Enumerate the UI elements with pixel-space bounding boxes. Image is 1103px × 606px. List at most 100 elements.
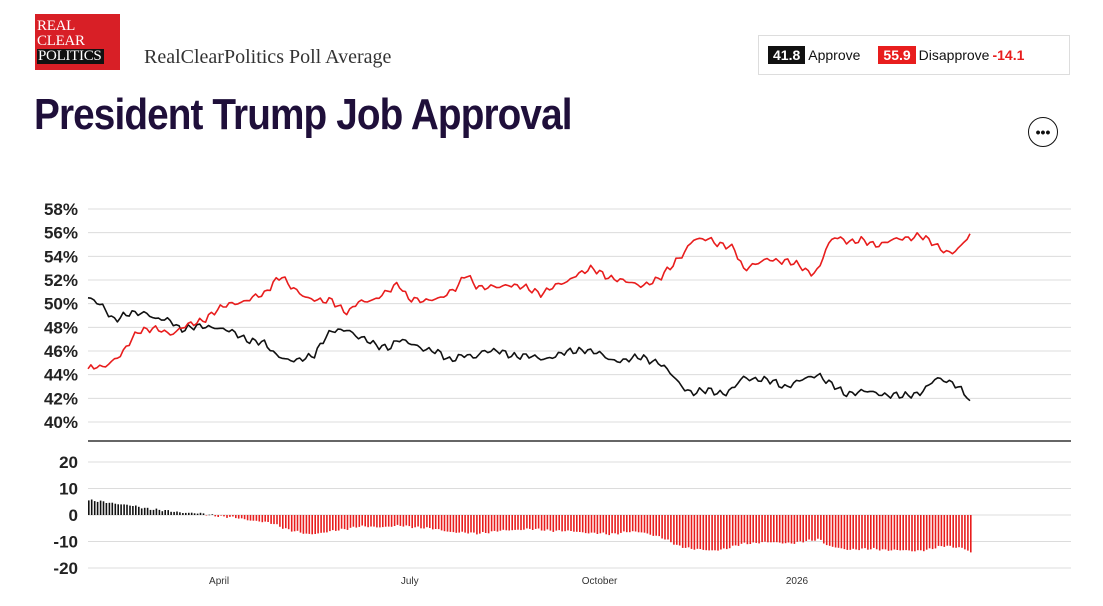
spread-bar <box>773 515 775 543</box>
spread-bar <box>311 515 313 535</box>
disapprove-value-badge: 55.9 <box>878 46 916 64</box>
spread-bar <box>237 515 240 519</box>
spread-bar <box>179 512 181 515</box>
spread-bar <box>270 515 272 524</box>
spread-bar <box>332 515 334 531</box>
spread-bar <box>643 515 646 533</box>
spread-bar <box>902 515 904 551</box>
spread-bar <box>964 515 966 550</box>
spread-bar <box>396 515 399 525</box>
logo-line-2: CLEAR <box>37 33 85 49</box>
spread-bar <box>920 515 922 551</box>
spread-bar <box>728 515 731 549</box>
spread-bar <box>805 515 807 541</box>
spread-bar <box>923 515 925 552</box>
spread-bar <box>108 502 111 515</box>
spread-bar <box>640 515 643 533</box>
y-tick-label-40: 40% <box>44 413 78 432</box>
y-tick-label-46: 46% <box>44 342 78 361</box>
spread-bar <box>811 515 813 541</box>
spread-bar <box>329 515 331 532</box>
spread-bar <box>176 511 178 515</box>
spread-bar <box>940 515 943 547</box>
spread-bar <box>285 515 287 529</box>
spread-bar <box>158 509 161 515</box>
spread-bar <box>387 515 390 527</box>
spread-bar <box>102 501 105 515</box>
approve-value-badge: 41.8 <box>768 46 806 64</box>
spread-bar <box>511 515 513 531</box>
spread-bar <box>167 510 169 515</box>
spread-bar <box>126 504 128 515</box>
spread-bar <box>843 515 846 550</box>
spread-bar <box>720 515 722 550</box>
spread-bar <box>946 515 949 546</box>
spread-bar <box>602 515 605 533</box>
spread-bar <box>352 515 355 527</box>
x-tick-label-2026: 2026 <box>786 576 809 587</box>
spread-bar <box>99 500 102 515</box>
spread-bar <box>261 515 264 523</box>
spread-bar <box>473 515 475 533</box>
spread-bar <box>161 511 164 515</box>
spread-bar <box>873 515 875 548</box>
spread-bar <box>546 515 549 530</box>
spread-bar <box>152 509 155 515</box>
spread-bar <box>429 515 431 528</box>
spread-bar <box>302 515 305 534</box>
spread-bar <box>623 515 625 532</box>
spread-bar <box>373 515 375 527</box>
spread-y-tick-label-20: 20 <box>59 453 78 472</box>
spread-bar <box>479 515 481 534</box>
spread-bar <box>664 515 666 540</box>
spread-bar <box>884 515 887 550</box>
spread-bar <box>379 515 381 528</box>
chart-legend: 41.8 Approve 55.9 Disapprove -14.1 <box>758 35 1070 75</box>
spread-bar <box>399 515 402 526</box>
spread-bar <box>196 513 199 515</box>
spread-bar <box>893 515 896 550</box>
spread-bar <box>687 515 690 548</box>
spread-y-tick-label-10: 10 <box>59 480 78 499</box>
spread-bar <box>861 515 863 549</box>
spread-bar <box>223 515 225 517</box>
spread-bar <box>487 515 490 534</box>
spread-bar <box>529 515 531 529</box>
spread-bar <box>723 515 725 549</box>
spread-bar <box>296 515 299 531</box>
spread-bar <box>740 515 743 544</box>
spread-bar <box>117 504 119 515</box>
spread-bar <box>420 515 422 529</box>
more-options-button[interactable]: ••• <box>1028 117 1058 147</box>
spread-bar <box>93 501 96 515</box>
spread-bar <box>764 515 766 542</box>
spread-bar <box>508 515 510 531</box>
y-tick-label-54: 54% <box>44 247 78 266</box>
spread-bar <box>199 512 202 515</box>
approve-label: Approve <box>808 47 861 63</box>
spread-bar <box>293 515 296 532</box>
spread-bar <box>220 515 222 516</box>
spread-bar <box>317 515 319 534</box>
poll-average-subtitle: RealClearPolitics Poll Average <box>144 46 392 68</box>
spread-bar <box>364 515 366 527</box>
spread-bar <box>714 515 716 551</box>
spread-bar <box>961 515 963 548</box>
spread-bar <box>214 515 216 517</box>
spread-bar <box>464 515 466 533</box>
spread-bar <box>323 515 325 533</box>
spread-bar <box>537 515 540 529</box>
spread-bar <box>173 511 175 515</box>
spread-bar <box>470 515 472 533</box>
spread-bar <box>581 515 584 533</box>
y-tick-label-56: 56% <box>44 224 78 243</box>
spread-bar <box>867 515 869 550</box>
spread-bar <box>217 515 219 517</box>
spread-bar <box>570 515 572 531</box>
spread-bar <box>887 515 890 551</box>
spread-bar <box>146 507 149 515</box>
spread-bar <box>326 515 328 533</box>
spread-bar <box>120 504 122 515</box>
spread-bar <box>105 503 108 515</box>
